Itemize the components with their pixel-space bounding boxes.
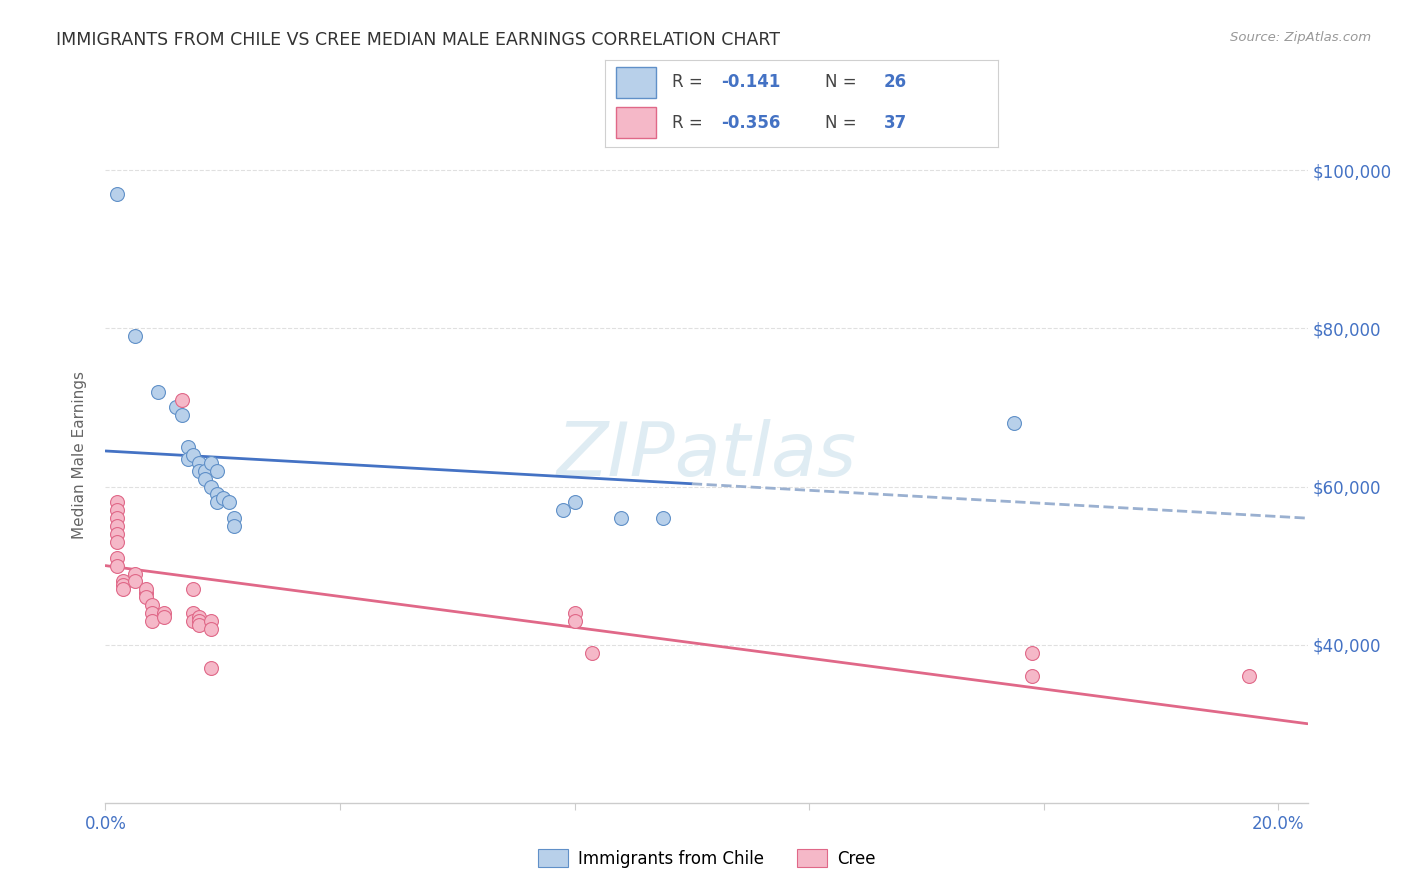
Text: -0.356: -0.356 — [721, 113, 780, 132]
Point — [610, 511, 633, 525]
Point — [135, 582, 157, 597]
Point — [564, 495, 586, 509]
Text: R =: R = — [672, 73, 707, 92]
Text: -0.141: -0.141 — [721, 73, 780, 92]
Point — [1237, 669, 1260, 683]
Point — [124, 329, 146, 343]
Point — [211, 491, 233, 506]
Text: N =: N = — [825, 73, 862, 92]
Text: Source: ZipAtlas.com: Source: ZipAtlas.com — [1230, 31, 1371, 45]
Point — [188, 610, 211, 624]
Point — [135, 586, 157, 600]
Point — [551, 503, 574, 517]
Point — [224, 511, 246, 525]
Point — [205, 495, 228, 509]
Point — [200, 479, 222, 493]
Point — [200, 456, 222, 470]
Point — [105, 535, 128, 549]
Point — [188, 614, 211, 628]
Point — [112, 582, 135, 597]
Point — [564, 606, 586, 620]
Point — [153, 606, 176, 620]
Point — [200, 614, 222, 628]
FancyBboxPatch shape — [616, 67, 655, 98]
Point — [105, 527, 128, 541]
Point — [183, 614, 205, 628]
Point — [105, 519, 128, 533]
Point — [183, 448, 205, 462]
Y-axis label: Median Male Earnings: Median Male Earnings — [72, 371, 87, 539]
Text: 26: 26 — [884, 73, 907, 92]
Point — [224, 519, 246, 533]
Text: 37: 37 — [884, 113, 907, 132]
Point — [200, 661, 222, 675]
Point — [205, 487, 228, 501]
Point — [105, 558, 128, 573]
Point — [188, 618, 211, 632]
Point — [176, 440, 198, 454]
Text: ZIPatlas: ZIPatlas — [557, 419, 856, 491]
Point — [1021, 646, 1043, 660]
Point — [188, 464, 211, 478]
Point — [165, 401, 187, 415]
Point — [651, 511, 673, 525]
FancyBboxPatch shape — [616, 107, 655, 138]
Legend: Immigrants from Chile, Cree: Immigrants from Chile, Cree — [531, 842, 882, 874]
Point — [105, 503, 128, 517]
Point — [105, 187, 128, 202]
Point — [112, 578, 135, 592]
Point — [194, 472, 217, 486]
Point — [135, 591, 157, 605]
Text: N =: N = — [825, 113, 862, 132]
Text: R =: R = — [672, 113, 707, 132]
Point — [141, 614, 163, 628]
Point — [105, 495, 128, 509]
Point — [105, 550, 128, 565]
Text: IMMIGRANTS FROM CHILE VS CREE MEDIAN MALE EARNINGS CORRELATION CHART: IMMIGRANTS FROM CHILE VS CREE MEDIAN MAL… — [56, 31, 780, 49]
Point — [1021, 669, 1043, 683]
Point — [141, 598, 163, 612]
Point — [1002, 417, 1025, 431]
Point — [153, 610, 176, 624]
Point — [112, 574, 135, 589]
Point — [105, 511, 128, 525]
Point — [188, 456, 211, 470]
Point — [218, 495, 240, 509]
Point — [200, 622, 222, 636]
Point — [148, 384, 170, 399]
Point — [564, 614, 586, 628]
Point — [124, 574, 146, 589]
Point — [205, 464, 228, 478]
Point — [176, 451, 198, 466]
Point — [170, 409, 193, 423]
Point — [170, 392, 193, 407]
Point — [124, 566, 146, 581]
Point — [141, 606, 163, 620]
Point — [581, 646, 603, 660]
Point — [183, 582, 205, 597]
Point — [183, 606, 205, 620]
Point — [194, 464, 217, 478]
